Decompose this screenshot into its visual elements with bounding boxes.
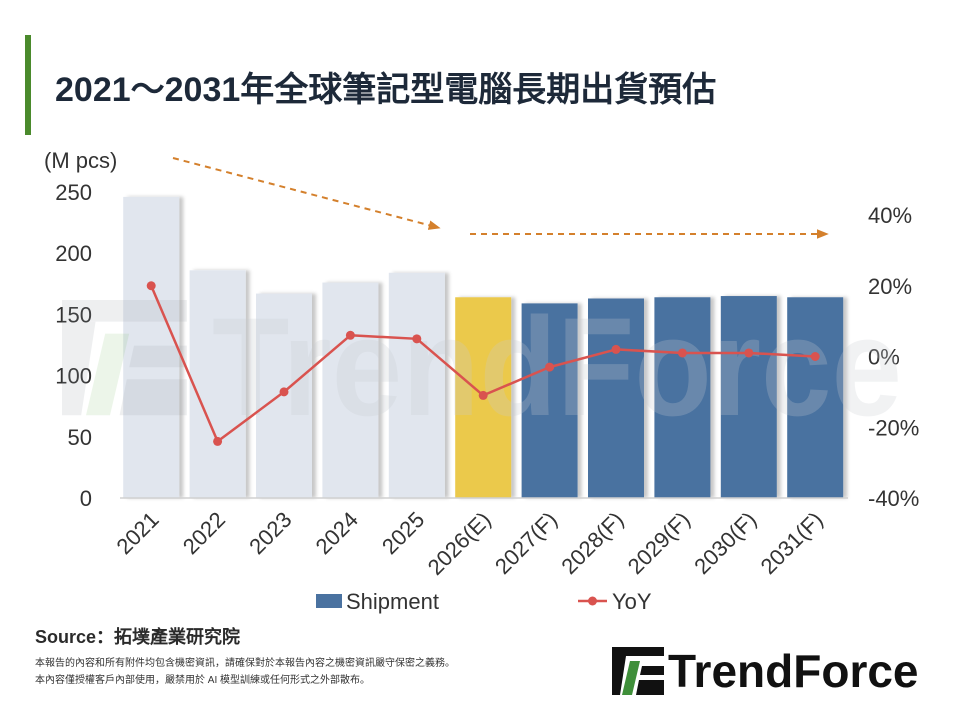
y-tick-label: 100 [55, 364, 92, 389]
trend-arrow-decline [172, 157, 441, 230]
y2-tick-label: -40% [868, 486, 919, 511]
shipment-bar [322, 282, 379, 498]
yoy-point [213, 436, 223, 446]
disclaimer-line: 本報告的內容和所有附件均包含機密資訊，請確保對於本報告內容之機密資訊嚴守保密之義… [35, 658, 455, 669]
yoy-point [279, 387, 289, 397]
legend-item-shipment: Shipment [316, 589, 439, 614]
shipment-bar [521, 303, 578, 498]
y2-tick-label: 0% [868, 345, 900, 370]
logo-mark-part [612, 656, 626, 695]
source-note: Source：拓墣產業研究院 [35, 627, 241, 647]
x-tick-label: 2023 [244, 507, 296, 559]
x-tick-label: 2031(F) [756, 507, 828, 579]
y2-tick-label: 20% [868, 274, 912, 299]
legend-label-shipment: Shipment [346, 589, 439, 614]
y2-tick-label: -20% [868, 415, 919, 440]
yoy-point [611, 344, 621, 354]
x-tick-label: 2028(F) [556, 507, 628, 579]
y-tick-label: 200 [55, 241, 92, 266]
yoy-point [412, 334, 422, 344]
watermark-mark-part [119, 379, 187, 416]
x-tick-label: 2025 [377, 507, 429, 559]
legend-item-yoy: YoY [578, 589, 652, 614]
watermark-logo: TrendForce [62, 288, 902, 445]
yoy-point [345, 330, 355, 340]
yoy-point [146, 281, 156, 291]
logo-mark-part [612, 647, 664, 656]
shipment-bar [588, 298, 644, 498]
title-accent-bar [25, 35, 31, 135]
disclaimer-line: 本內容僅授權客戶內部使用，嚴禁用於 AI 模型訓練或任何形式之外部散布。 [35, 675, 371, 686]
y-tick-label: 0 [80, 486, 92, 511]
legend: Shipment YoY [316, 589, 652, 614]
yoy-point [545, 362, 555, 372]
yoy-point [810, 352, 820, 361]
y-tick-label: 150 [55, 302, 92, 327]
x-tick-label: 2022 [178, 507, 230, 559]
logo-mark-part [636, 680, 664, 695]
legend-label-yoy: YoY [612, 589, 652, 614]
y-axis-label: (M pcs) [44, 148, 117, 173]
logo-mark-part [622, 661, 640, 695]
watermark-mark-part [62, 300, 187, 322]
watermark-mark [62, 300, 187, 416]
shipment-bar [720, 296, 777, 498]
watermark-mark-part [129, 345, 187, 368]
watermark-text: TrendForce [212, 288, 902, 445]
yoy-point [744, 348, 754, 358]
shipment-bar [654, 297, 711, 498]
legend-swatch-shipment [316, 594, 342, 608]
watermark-mark-part [86, 333, 130, 416]
x-tick-label: 2026(E) [423, 507, 496, 580]
watermark-mark-part [62, 321, 96, 416]
yoy-point [478, 390, 488, 400]
shipment-bar [388, 272, 445, 498]
logo-mark-icon [612, 647, 664, 695]
x-tick-label: 2024 [311, 507, 363, 559]
shipment-bar [189, 270, 246, 498]
logo-mark-part [640, 666, 664, 675]
x-tick-label: 2027(F) [490, 507, 562, 579]
legend-swatch-yoy-dot [588, 596, 597, 606]
x-tick-label: 2030(F) [689, 507, 761, 579]
x-tick-label: 2029(F) [623, 507, 695, 579]
brand-logo: TrendForce [612, 645, 919, 697]
disclaimer: 本報告的內容和所有附件均包含機密資訊，請確保對於本報告內容之機密資訊嚴守保密之義… [35, 655, 455, 689]
y-axis-left: 0 50 100 150 200 250 [55, 180, 92, 511]
yoy-series [146, 281, 820, 446]
shipment-bar [787, 297, 844, 498]
y-axis-right: -40% -20% 0% 20% 40% [868, 203, 919, 511]
page-title: 2021～2031年全球筆記型電腦長期出貨預估 [55, 71, 717, 109]
x-tick-label: 2021 [111, 507, 163, 559]
logo-text: TrendForce [668, 645, 919, 697]
y2-tick-label: 40% [868, 203, 912, 228]
shipment-bar [123, 196, 180, 498]
y-tick-label: 250 [55, 180, 92, 205]
x-axis-labels: 2021 2022 2023 2024 20252026(E)2027(F)2028(F… [111, 507, 827, 580]
yoy-point [677, 348, 687, 358]
shipment-bars [123, 196, 844, 498]
y-tick-label: 50 [68, 425, 92, 450]
